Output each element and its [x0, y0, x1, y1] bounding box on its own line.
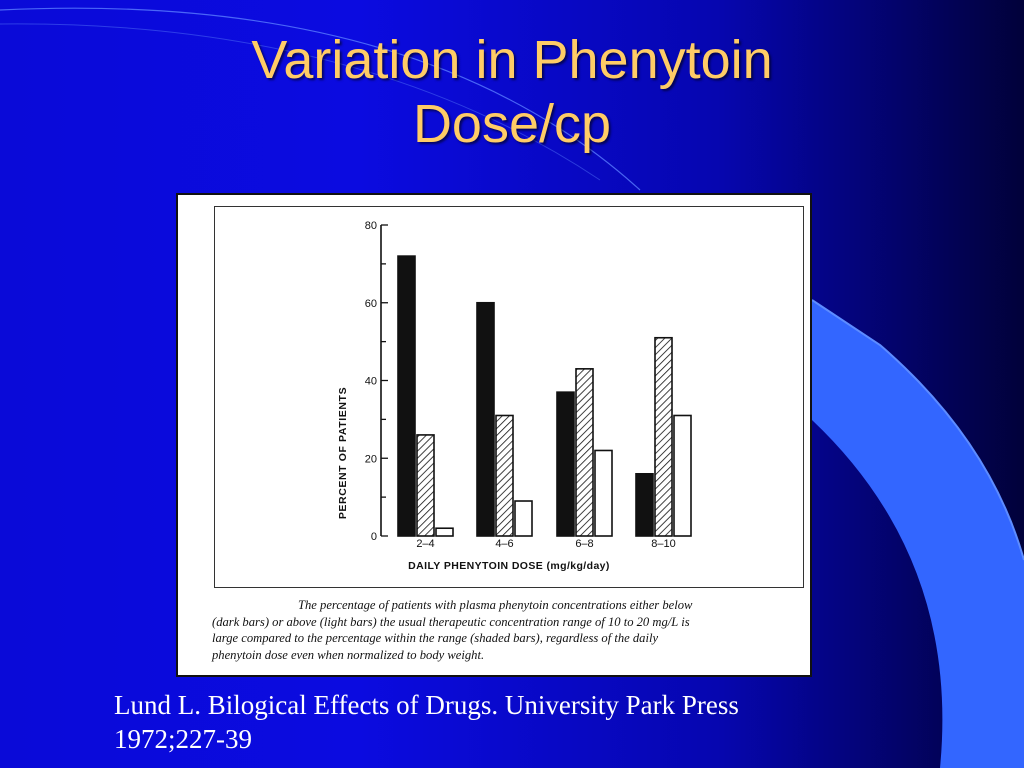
- bar-open-2: [594, 449, 613, 537]
- bar-hatched-3: [654, 336, 673, 537]
- slide-title: Variation in Phenytoin Dose/cp: [0, 28, 1024, 156]
- bar-solid-1: [476, 301, 495, 537]
- decorative-arc: [0, 23, 601, 181]
- y-tick-label: 20: [365, 453, 377, 465]
- decorative-swoosh-edge: [811, 299, 1024, 561]
- category-label: 6–8: [575, 538, 593, 550]
- bar-hatched-0: [416, 434, 435, 537]
- bar-open-3: [673, 414, 692, 537]
- y-tick-label: 60: [365, 298, 377, 310]
- y-tick-label: 40: [365, 376, 377, 388]
- category-label: 8–10: [651, 538, 675, 550]
- y-tick-label: 80: [365, 220, 377, 232]
- x-axis-label: DAILY PHENYTOIN DOSE (mg/kg/day): [408, 560, 610, 572]
- y-axis-label: PERCENT OF PATIENTS: [337, 387, 349, 519]
- slide-title-line: Dose/cp: [412, 94, 612, 154]
- figure-caption: The percentage of patients with plasma p…: [212, 597, 806, 663]
- category-labels: 2–4 4–6 6–8 8–10: [416, 538, 675, 550]
- bar-solid-3: [635, 472, 654, 537]
- y-tick-label: 0: [371, 531, 377, 543]
- bar-hatched-1: [495, 414, 514, 537]
- caption-line: phenytoin dose even when normalized to b…: [212, 647, 485, 662]
- bars-group: [397, 255, 692, 537]
- bar-hatched-2: [575, 368, 594, 537]
- decorative-swoosh: [812, 300, 1024, 768]
- bar-solid-0: [397, 255, 416, 537]
- bar-open-1: [514, 500, 533, 537]
- decorative-arc: [0, 7, 641, 191]
- caption-line: large compared to the percentage within …: [212, 631, 659, 645]
- chart-border: [214, 206, 804, 588]
- reference-citation: Lund L. Bilogical Effects of Drugs. Univ…: [114, 688, 934, 756]
- category-label: 2–4: [416, 538, 434, 550]
- slide-title-line: Variation in Phenytoin: [251, 30, 773, 90]
- reference-line: Lund L. Bilogical Effects of Drugs. Univ…: [114, 690, 739, 720]
- reference-line: 1972;227-39: [114, 724, 252, 754]
- bar-solid-2: [556, 391, 575, 537]
- caption-line: (dark bars) or above (light bars) the us…: [212, 614, 690, 629]
- bar-chart: 0 20 40 60 80 2–4 4–6 6–8 8–10 PERCENT OF PATIE…: [337, 220, 692, 572]
- figure-frame: 0 20 40 60 80 2–4 4–6 6–8 8–10 PERCENT OF PATIE…: [176, 193, 812, 677]
- category-label: 4–6: [495, 538, 513, 550]
- bar-open-0: [435, 527, 454, 537]
- y-axis: 0 20 40 60 80: [365, 220, 388, 543]
- caption-line: The percentage of patients with plasma p…: [298, 598, 693, 612]
